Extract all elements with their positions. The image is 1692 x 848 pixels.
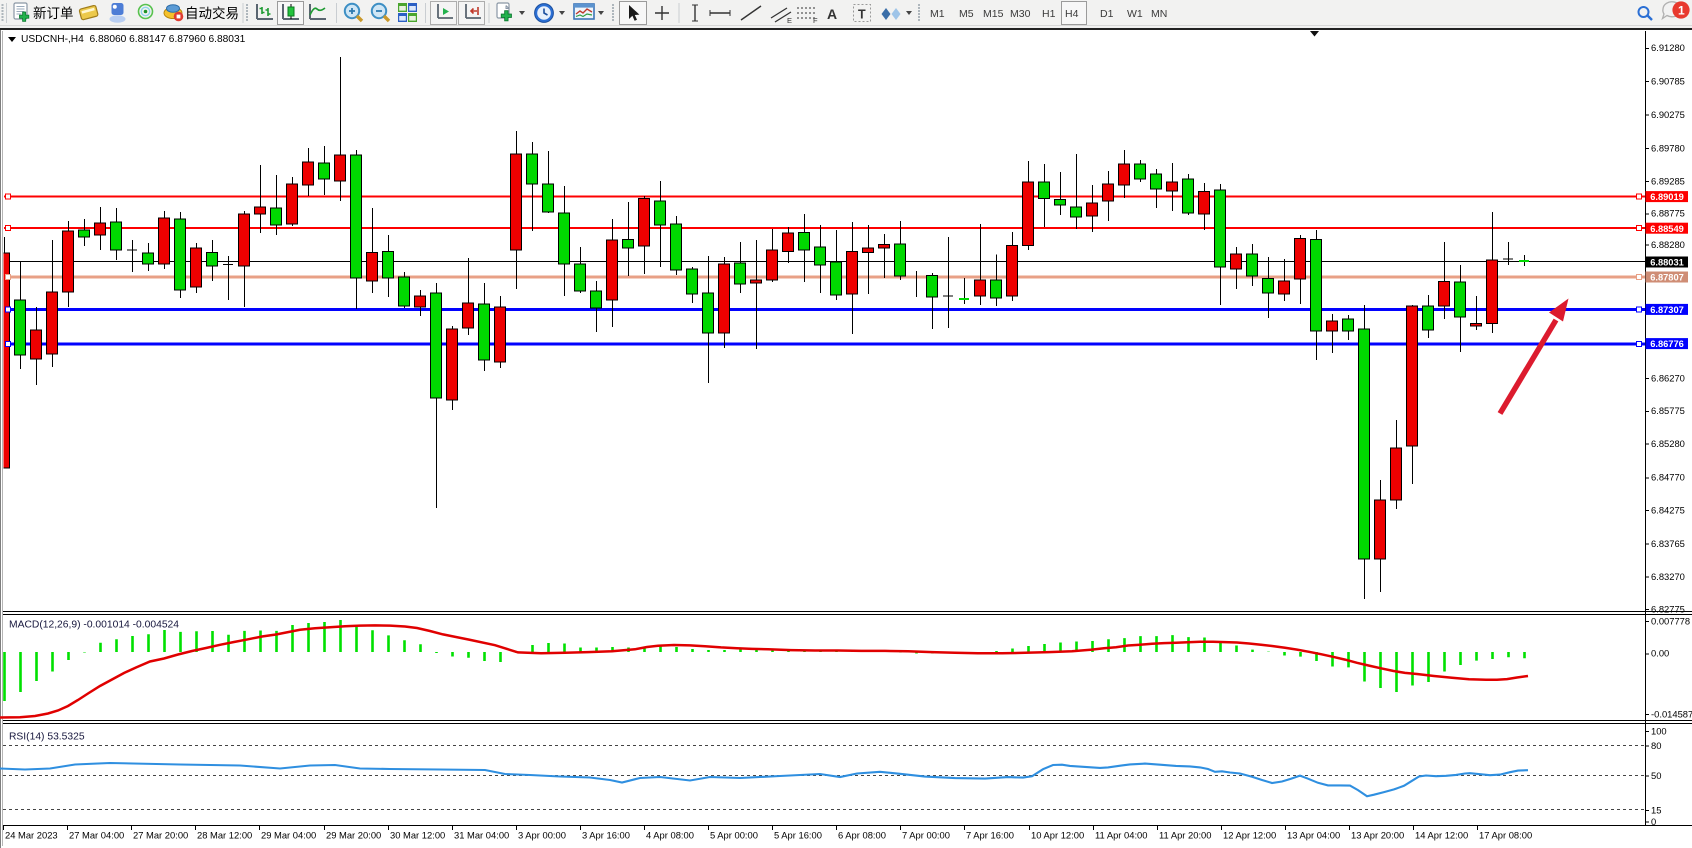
svg-text:H4: H4 xyxy=(1065,8,1079,20)
svg-text:5 Apr 16:00: 5 Apr 16:00 xyxy=(774,830,822,841)
svg-text:6.85280: 6.85280 xyxy=(1651,438,1685,449)
svg-text:6.86776: 6.86776 xyxy=(1650,339,1684,349)
svg-text:6.90785: 6.90785 xyxy=(1651,75,1685,86)
svg-text:6.88549: 6.88549 xyxy=(1650,224,1684,234)
svg-text:6.86270: 6.86270 xyxy=(1651,373,1685,384)
svg-text:6.87307: 6.87307 xyxy=(1650,305,1684,315)
svg-text:1: 1 xyxy=(1678,4,1685,18)
svg-text:F: F xyxy=(813,16,818,25)
svg-text:6.82775: 6.82775 xyxy=(1651,604,1685,615)
svg-text:4 Apr 08:00: 4 Apr 08:00 xyxy=(646,830,694,841)
svg-text:24 Mar 2023: 24 Mar 2023 xyxy=(5,830,58,841)
svg-text:6.83765: 6.83765 xyxy=(1651,538,1685,549)
svg-text:0.00: 0.00 xyxy=(1651,648,1669,659)
svg-text:MACD(12,26,9) -0.001014 -0.004: MACD(12,26,9) -0.001014 -0.004524 xyxy=(9,620,179,631)
svg-text:6.90275: 6.90275 xyxy=(1651,109,1685,120)
svg-text:6.85775: 6.85775 xyxy=(1651,405,1685,416)
svg-text:新订单: 新订单 xyxy=(33,6,74,21)
svg-text:100: 100 xyxy=(1651,725,1667,736)
svg-text:M30: M30 xyxy=(1010,8,1031,20)
svg-text:6.84275: 6.84275 xyxy=(1651,504,1685,515)
svg-text:5 Apr 00:00: 5 Apr 00:00 xyxy=(710,830,758,841)
svg-text:D1: D1 xyxy=(1100,8,1114,20)
svg-text:14 Apr 12:00: 14 Apr 12:00 xyxy=(1415,830,1468,841)
svg-text:29 Mar 20:00: 29 Mar 20:00 xyxy=(326,830,381,841)
svg-text:6.88775: 6.88775 xyxy=(1651,208,1685,219)
svg-text:6.89019: 6.89019 xyxy=(1650,192,1684,202)
svg-text:27 Mar 20:00: 27 Mar 20:00 xyxy=(133,830,188,841)
svg-text:6.89780: 6.89780 xyxy=(1651,142,1685,153)
svg-text:T: T xyxy=(858,8,866,22)
svg-text:7 Apr 16:00: 7 Apr 16:00 xyxy=(966,830,1014,841)
svg-text:USDCNH-,H4 6.88060 6.88147 6.: USDCNH-,H4 6.88060 6.88147 6.87960 6.880… xyxy=(21,34,246,45)
svg-text:15: 15 xyxy=(1651,804,1661,815)
svg-text:10 Apr 12:00: 10 Apr 12:00 xyxy=(1031,830,1084,841)
svg-text:13 Apr 04:00: 13 Apr 04:00 xyxy=(1287,830,1340,841)
svg-text:自动交易: 自动交易 xyxy=(185,5,239,21)
svg-text:30 Mar 12:00: 30 Mar 12:00 xyxy=(390,830,445,841)
svg-text:11 Apr 20:00: 11 Apr 20:00 xyxy=(1159,830,1211,841)
svg-text:H1: H1 xyxy=(1042,8,1056,20)
svg-text:A: A xyxy=(827,6,837,22)
svg-text:6.88280: 6.88280 xyxy=(1651,239,1685,250)
svg-text:50: 50 xyxy=(1651,770,1661,781)
svg-text:RSI(14) 53.5325: RSI(14) 53.5325 xyxy=(9,732,85,743)
svg-text:31 Mar 04:00: 31 Mar 04:00 xyxy=(454,830,509,841)
svg-text:29 Mar 04:00: 29 Mar 04:00 xyxy=(261,830,316,841)
svg-text:M1: M1 xyxy=(930,8,945,20)
svg-text:0: 0 xyxy=(1651,816,1656,827)
svg-text:12 Apr 12:00: 12 Apr 12:00 xyxy=(1223,830,1276,841)
svg-text:E: E xyxy=(787,16,792,25)
svg-text:6.84770: 6.84770 xyxy=(1651,472,1685,483)
svg-text:W1: W1 xyxy=(1127,8,1143,20)
svg-text:17 Apr 08:00: 17 Apr 08:00 xyxy=(1479,830,1532,841)
svg-text:28 Mar 12:00: 28 Mar 12:00 xyxy=(197,830,252,841)
svg-text:6.87807: 6.87807 xyxy=(1650,273,1684,283)
svg-text:6.91280: 6.91280 xyxy=(1651,42,1685,53)
svg-text:3 Apr 16:00: 3 Apr 16:00 xyxy=(582,830,630,841)
svg-text:3 Apr 00:00: 3 Apr 00:00 xyxy=(518,830,566,841)
svg-text:MN: MN xyxy=(1151,8,1167,20)
svg-text:13 Apr 20:00: 13 Apr 20:00 xyxy=(1351,830,1404,841)
svg-text:6 Apr 08:00: 6 Apr 08:00 xyxy=(838,830,886,841)
svg-text:80: 80 xyxy=(1651,740,1661,751)
svg-text:6.89285: 6.89285 xyxy=(1651,176,1685,187)
svg-text:-0.014587: -0.014587 xyxy=(1651,709,1692,720)
svg-text:6.88031: 6.88031 xyxy=(1650,258,1684,268)
svg-text:M15: M15 xyxy=(983,8,1004,20)
svg-text:11 Apr 04:00: 11 Apr 04:00 xyxy=(1095,830,1147,841)
svg-text:7 Apr 00:00: 7 Apr 00:00 xyxy=(902,830,950,841)
svg-text:27 Mar 04:00: 27 Mar 04:00 xyxy=(69,830,124,841)
svg-text:M5: M5 xyxy=(959,8,974,20)
svg-text:6.83270: 6.83270 xyxy=(1651,571,1685,582)
svg-text:0.007778: 0.007778 xyxy=(1651,616,1690,627)
